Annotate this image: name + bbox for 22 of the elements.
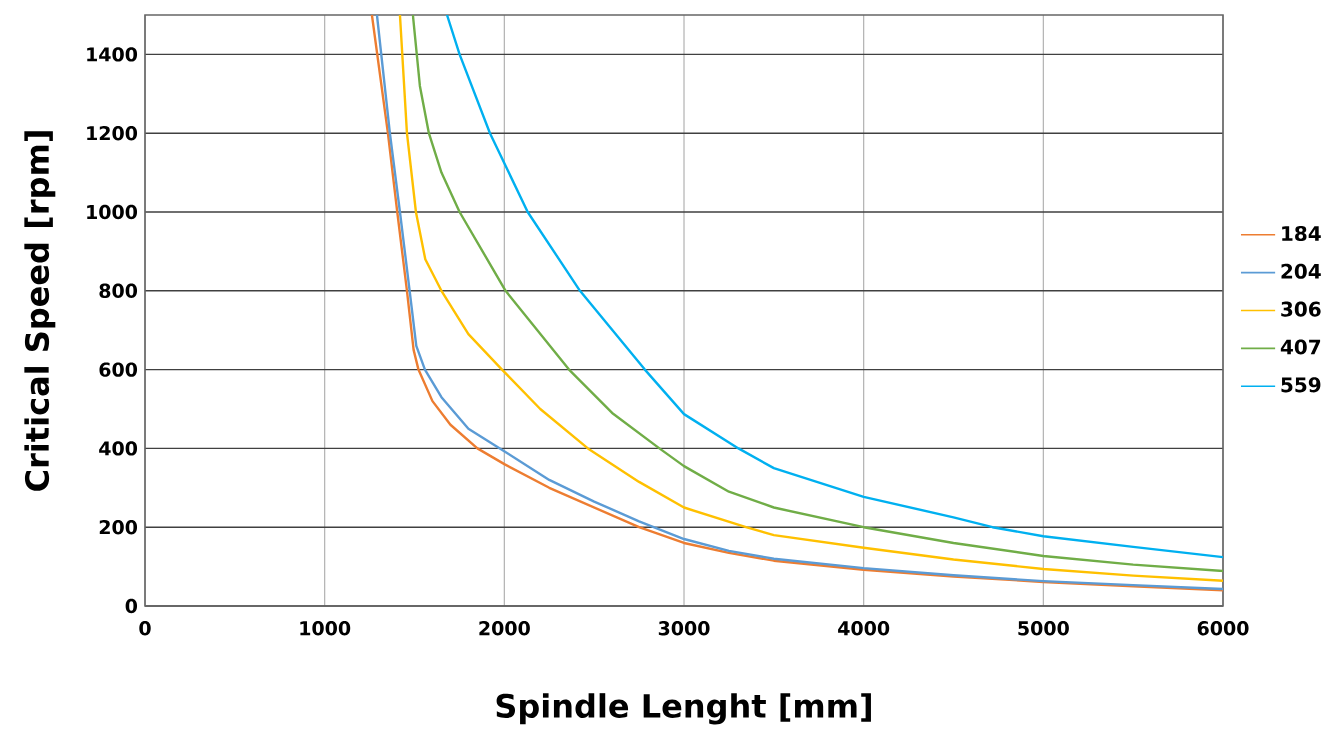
legend-label: 407 [1280,339,1321,355]
legend-label: 306 [1281,301,1321,317]
y-tick-label: 200 [99,520,138,535]
y-tick-label: 0 [125,598,138,614]
y-tick-label: 400 [99,441,138,456]
y-tick-label: 600 [99,362,138,377]
x-tick-label: 3000 [658,621,710,636]
x-axis-title: Spindle Lenght [mm] [496,693,871,725]
y-tick-label: 800 [99,283,138,298]
legend-label: 204 [1281,263,1321,279]
y-tick-label: 1200 [87,126,138,141]
x-tick-label: 4000 [838,621,890,636]
legend-label: 184 [1282,225,1321,242]
x-tick-label: 1000 [300,621,351,636]
y-axis-title: Critical Speed [rpm] [24,131,56,491]
y-tick-label: 1000 [87,204,138,220]
x-tick-label: 5000 [1018,621,1069,636]
x-tick-label: 2000 [479,621,530,636]
x-tick-label: 0 [139,621,151,636]
x-tick-label: 6000 [1197,621,1249,636]
legend-label: 559 [1281,377,1321,393]
y-tick-label: 1400 [87,47,138,62]
